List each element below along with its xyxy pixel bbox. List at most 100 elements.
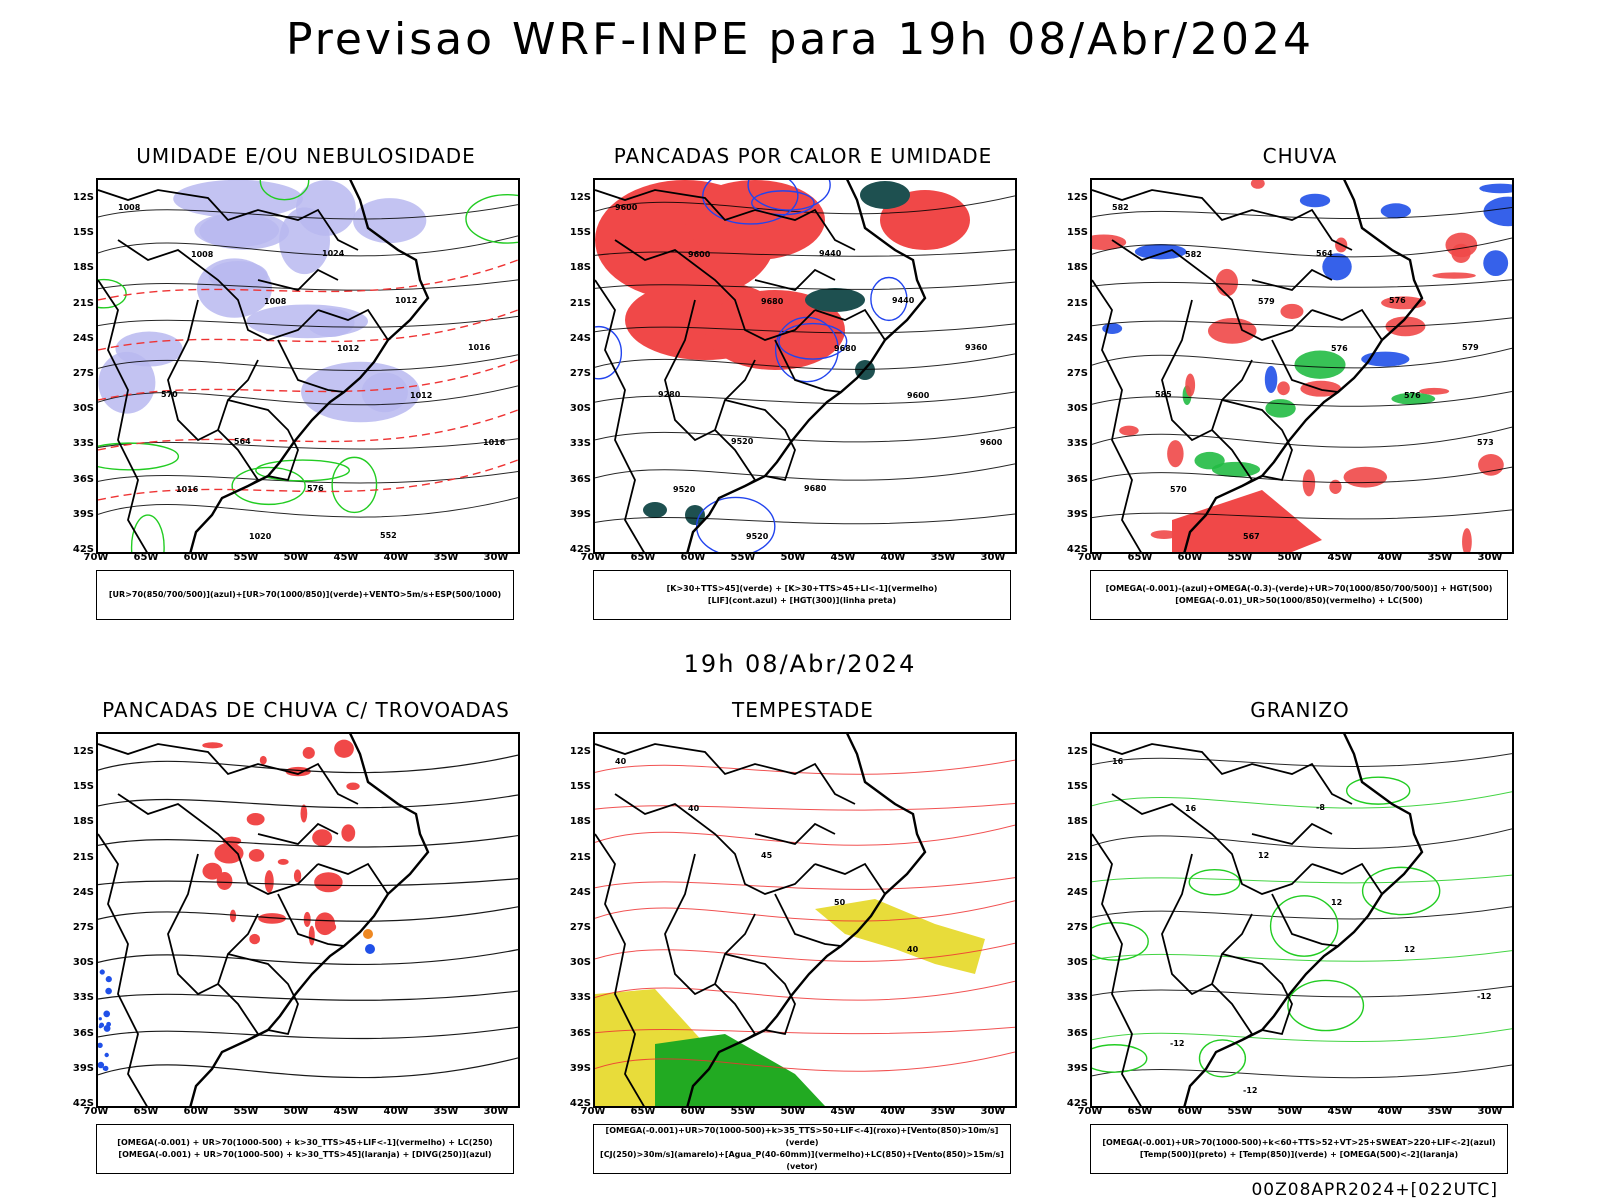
instability-area-green [860, 181, 910, 209]
contour-label: 570 [1170, 485, 1187, 494]
contour-label: 1008 [191, 250, 214, 259]
rain-cell [1207, 318, 1257, 344]
coastline [1183, 180, 1424, 552]
storm-cell [300, 804, 308, 823]
longitude-label: 65W [1127, 552, 1153, 563]
contour-label: 576 [1331, 344, 1348, 353]
orange-cell [363, 929, 373, 939]
contour-line [595, 463, 1015, 481]
longitude-label: 55W [730, 1106, 756, 1117]
rain-cell [1322, 253, 1352, 281]
legend-text: [OMEGA(-0.001)+UR>70(1000-500)+k>35_TTS>… [605, 1126, 999, 1147]
legend-text: [K>30+TTS>45](verde) + [K>30+TTS>45+LI<-… [666, 584, 938, 593]
country-border [1251, 822, 1333, 845]
contour-label: 9600 [980, 438, 1003, 447]
country-border [814, 308, 886, 341]
rain-cell [1185, 373, 1196, 397]
contour-label: 50 [834, 898, 846, 907]
contour-label: -12 [1170, 1039, 1184, 1048]
contour-label: 45 [761, 851, 773, 860]
longitude-label: 30W [980, 552, 1006, 563]
latitude-label: 15S [1066, 227, 1088, 239]
contour-label: 1008 [118, 203, 141, 212]
contour-label: 12 [1258, 851, 1269, 860]
instability-area [880, 190, 970, 250]
longitude-label: 35W [433, 552, 459, 563]
country-border [614, 239, 816, 341]
latitude-label: 12S [72, 192, 94, 203]
country-border [117, 239, 319, 341]
latitude-label: 36S [72, 1027, 94, 1039]
humidity-blob [199, 212, 290, 250]
latitude-label: 42S [569, 544, 591, 555]
divergence-dot [103, 1024, 111, 1032]
rain-cell [1277, 381, 1290, 396]
longitude-label: 70W [83, 552, 109, 563]
country-border [614, 793, 816, 895]
country-border [595, 279, 645, 552]
rain-cell [1215, 268, 1239, 297]
contour-label: 40 [907, 945, 919, 954]
divergence-dot [98, 1042, 103, 1049]
latitude-label: 33S [1066, 438, 1088, 450]
latitude-label: 39S [72, 1062, 94, 1074]
contour-line [1092, 466, 1512, 484]
colored-contour [1361, 866, 1441, 916]
contour-line [98, 470, 518, 484]
country-border [1092, 833, 1142, 1106]
country-border [257, 822, 339, 845]
humidity-blob [173, 180, 303, 218]
legend-box: [OMEGA(-0.001)+UR>70(1000-500)+k>35_TTS>… [593, 1124, 1011, 1174]
rain-cell [1150, 530, 1178, 539]
country-border [754, 822, 836, 845]
rain-cell [1302, 469, 1316, 497]
contour-label: 1012 [395, 296, 417, 305]
contour-line [595, 759, 1015, 775]
latitude-label: 21S [569, 297, 591, 309]
latitude-label: 21S [72, 851, 94, 863]
run-timestamp: 00Z08APR2024+[022UTC] [1251, 1180, 1498, 1200]
contour-label: 1008 [264, 297, 287, 306]
contour-label: 567 [1243, 532, 1260, 541]
thickness-line [98, 309, 518, 351]
instability-area [685, 180, 825, 260]
latitude-label: 39S [72, 508, 94, 520]
latitude-label: 15S [569, 781, 591, 793]
latitude-label: 33S [72, 438, 94, 450]
thickness-line [98, 409, 518, 451]
longitude-label: 55W [233, 552, 259, 563]
country-border [664, 299, 756, 442]
contour-line [1092, 509, 1512, 520]
jet-stream-area [815, 899, 985, 974]
longitude-label: 65W [630, 552, 656, 563]
storm-cell [246, 812, 265, 826]
latitude-label: 42S [72, 544, 94, 555]
contour-line [595, 281, 1015, 290]
storm-cell [314, 872, 343, 893]
latitude-label: 15S [1066, 781, 1088, 793]
storm-cell [202, 862, 223, 880]
latitude-label: 36S [1066, 1027, 1088, 1039]
country-border [595, 189, 856, 251]
storm-cell [249, 933, 261, 945]
legend-box: [OMEGA(-0.001)-(azul)+OMEGA(-0.3)-(verde… [1090, 570, 1508, 620]
contour-label: 570 [161, 390, 178, 399]
contour-label: 9440 [819, 249, 842, 258]
contour-label: 9520 [673, 485, 696, 494]
country-border [98, 189, 359, 251]
country-border [277, 339, 345, 393]
longitude-label: 65W [133, 552, 159, 563]
contour-label: 576 [1389, 296, 1406, 305]
contour-line [98, 949, 518, 966]
colored-contour [331, 456, 378, 514]
thickness-line [98, 459, 518, 501]
coastline [189, 180, 430, 552]
country-border [1311, 308, 1383, 341]
country-border [714, 983, 757, 1041]
latitude-label: 18S [72, 262, 94, 274]
longitude-label: 50W [780, 1106, 806, 1117]
map-canvas: 40 40 45 50 40 [595, 734, 1015, 1106]
legend-box: [OMEGA(-0.001)+UR>70(1000-500)+k<60+TTS>… [1090, 1124, 1508, 1174]
contour-line [1092, 906, 1512, 920]
contour-label: 1012 [337, 344, 359, 353]
